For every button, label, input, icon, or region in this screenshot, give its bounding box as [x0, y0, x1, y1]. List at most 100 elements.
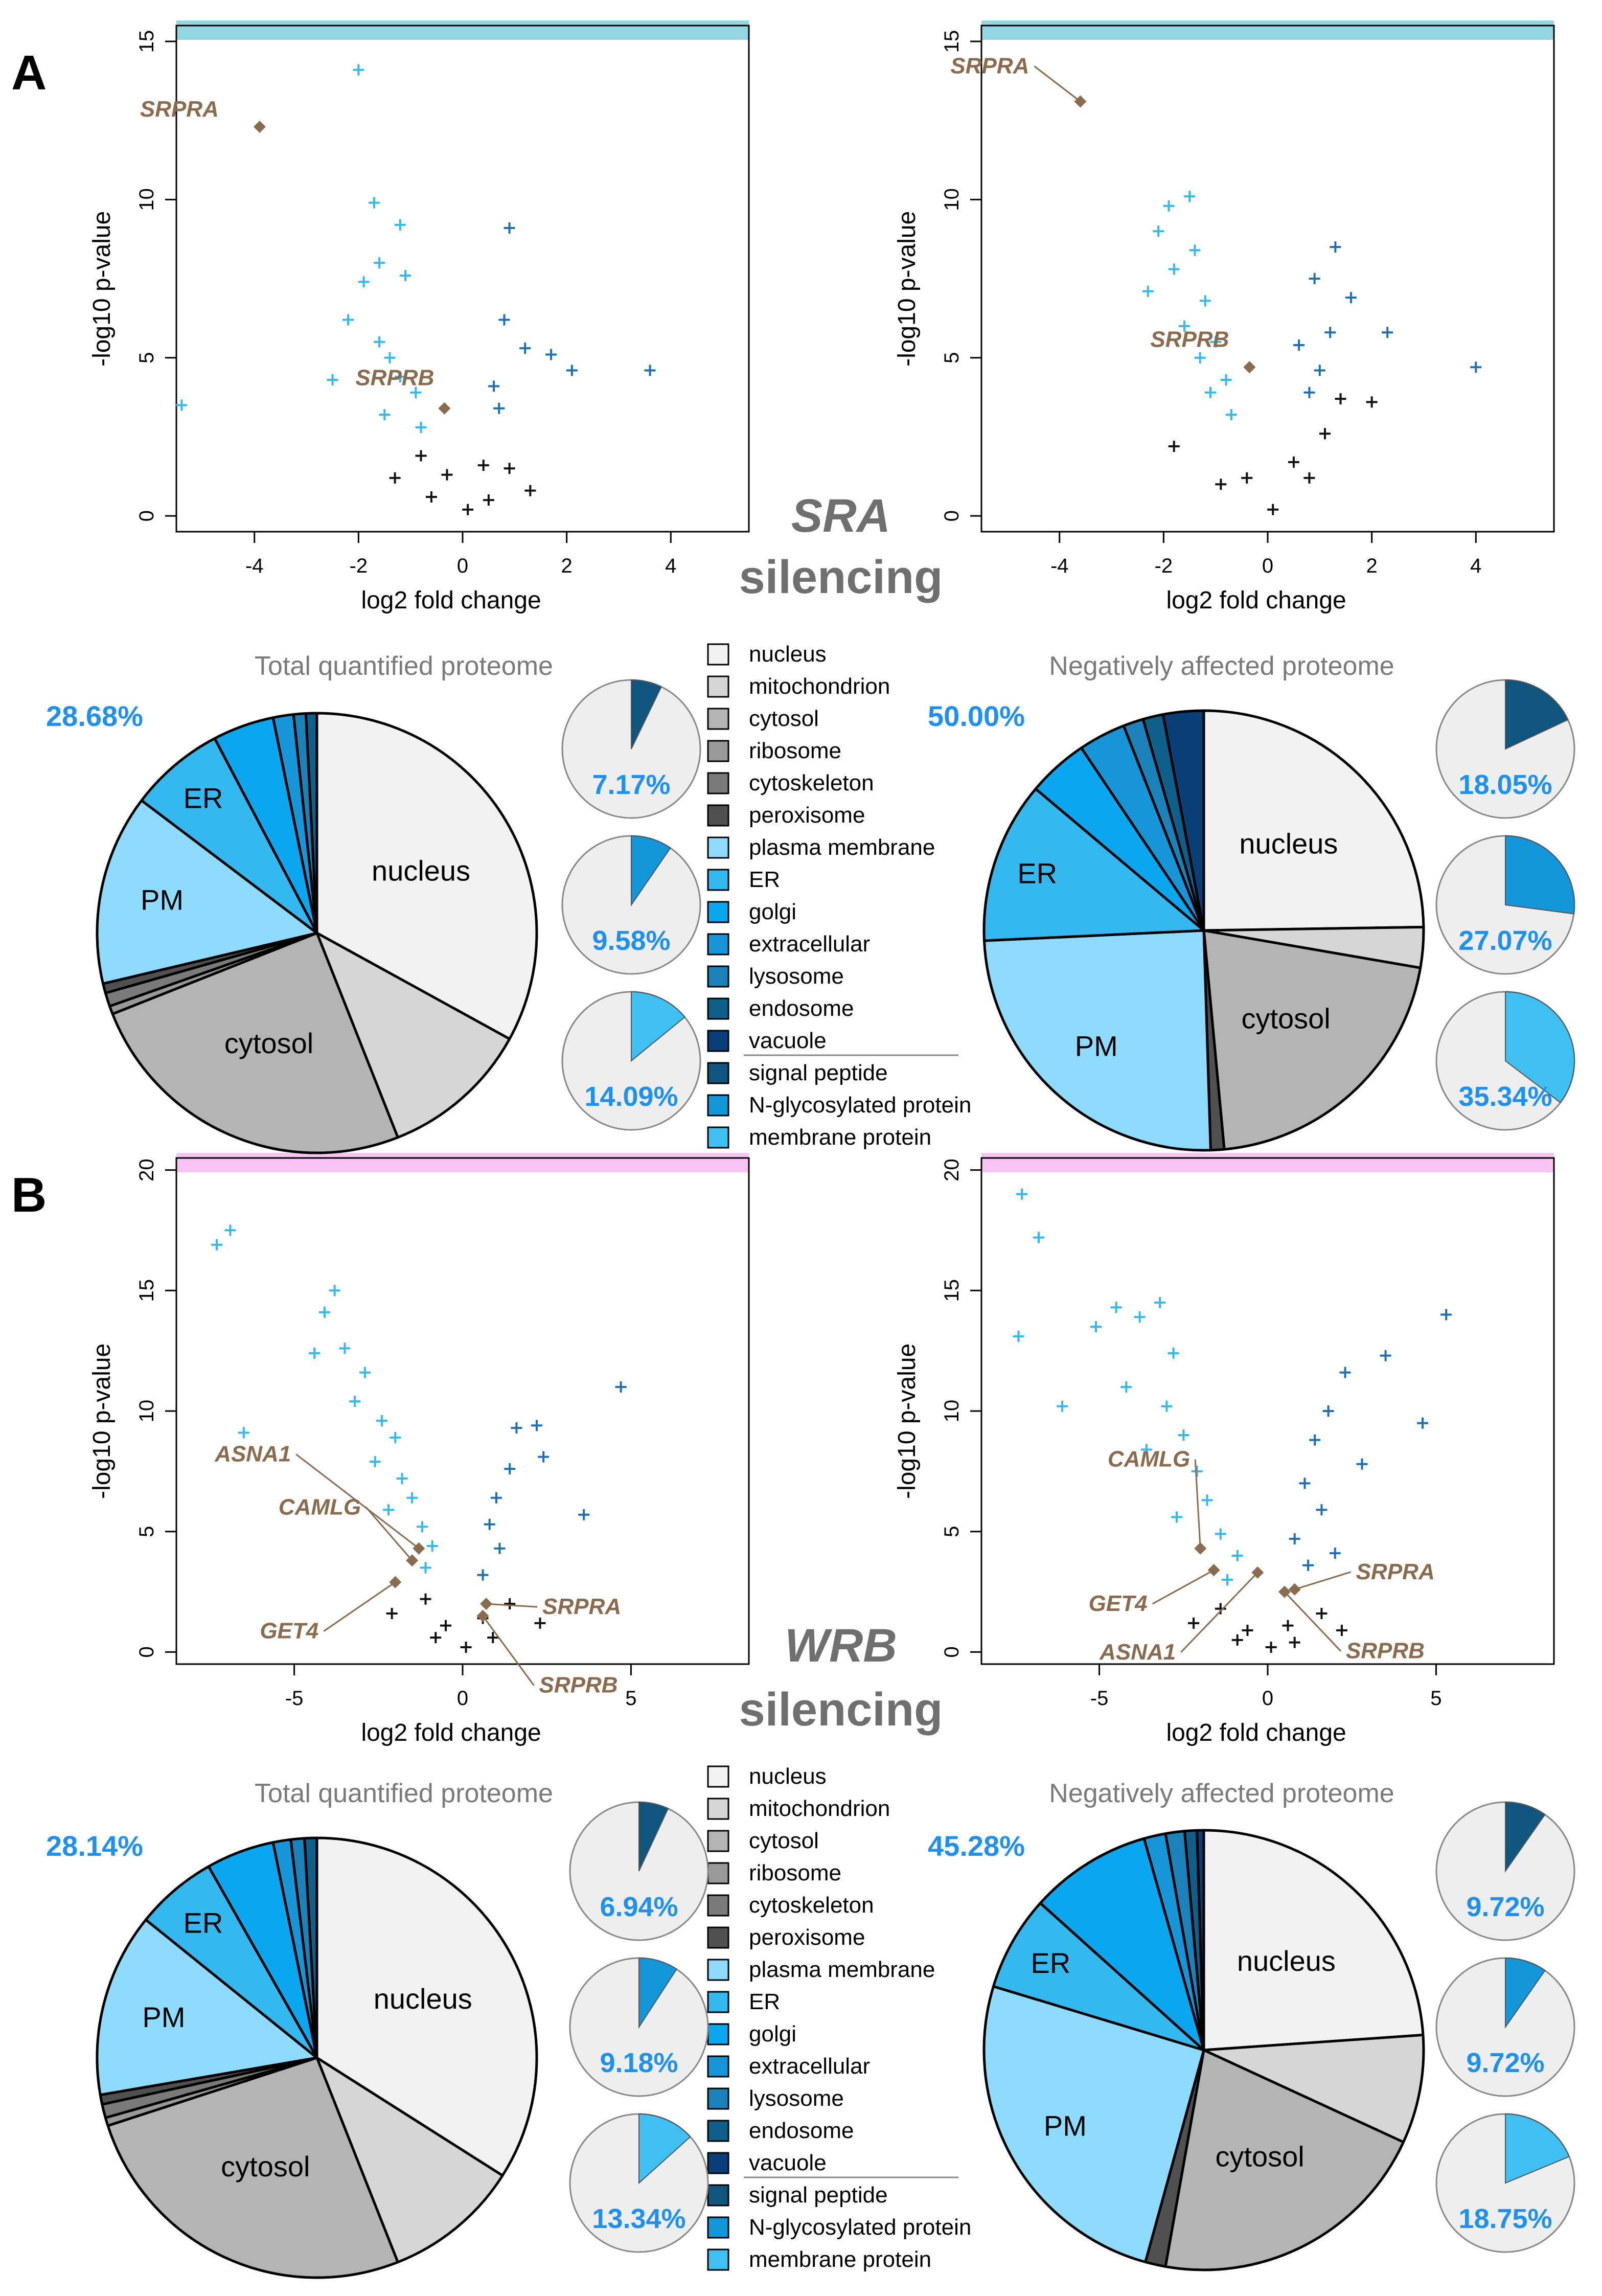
data-point-unchanged	[460, 1642, 472, 1653]
data-point-decreased	[1210, 336, 1222, 348]
highlight-point	[476, 1609, 489, 1622]
data-point-unchanged	[1319, 428, 1331, 440]
data-point-decreased	[339, 1343, 351, 1354]
data-point-unchanged	[487, 1632, 499, 1644]
highlight-point	[438, 402, 451, 415]
highlight-label: SRPRB	[355, 366, 434, 391]
data-point-increased	[1417, 1417, 1429, 1429]
feature-pie-signal-peptide: 7.17%	[561, 679, 701, 819]
pie-percentage-annotation: 45.28%	[928, 1830, 1025, 1862]
data-point-increased	[504, 222, 515, 234]
x-axis-label: log2 fold change	[1166, 1719, 1346, 1746]
data-point-unchanged	[1265, 1642, 1277, 1653]
pie-slice-label: ER	[184, 1907, 223, 1939]
data-point-decreased	[1184, 191, 1196, 202]
legend-label: golgi	[749, 2021, 796, 2047]
pie-slice-endosome	[303, 1836, 318, 2059]
legend-label: lysosome	[749, 2086, 844, 2111]
data-point-decreased	[1231, 1550, 1243, 1561]
data-point-unchanged	[1188, 1617, 1200, 1629]
highlight-leader-line	[482, 1615, 535, 1686]
legend-label: mitochondrion	[749, 1796, 890, 1821]
legend-swatch	[707, 1830, 729, 1852]
y-tick-label: 10	[941, 1400, 963, 1423]
legend-label: endosome	[749, 2118, 854, 2143]
pie-slice-nucleus	[1202, 1829, 1425, 2052]
data-point-increased	[1470, 361, 1482, 373]
data-point-decreased	[406, 1492, 418, 1504]
pie-slice-label: PM	[1075, 1030, 1118, 1062]
data-point-decreased	[1134, 1311, 1146, 1323]
data-point-increased	[1309, 1434, 1321, 1446]
data-point-decreased	[374, 257, 385, 269]
data-point-increased	[1382, 327, 1393, 338]
legend-swatch	[707, 675, 729, 698]
legend-label: ribosome	[749, 1860, 841, 1885]
feature-pie-signal-peptide: 6.94%	[569, 1801, 709, 1941]
pie-title: Negatively affected proteome	[1049, 651, 1394, 681]
data-point-increased	[1330, 241, 1341, 253]
data-point-unchanged	[1288, 456, 1299, 468]
data-point-unchanged	[1335, 393, 1346, 405]
data-point-increased	[1380, 1350, 1391, 1361]
highlight-point	[1251, 1566, 1264, 1579]
data-point-decreased	[238, 1427, 249, 1439]
data-point-increased	[1316, 1504, 1328, 1516]
feature-pie-slice	[638, 1957, 678, 2029]
data-point-increased	[1356, 1458, 1368, 1470]
data-point-decreased	[379, 409, 391, 421]
y-tick-label: 0	[135, 510, 158, 521]
data-point-decreased	[342, 314, 354, 326]
data-point-unchanged	[386, 1608, 398, 1619]
data-point-decreased	[1168, 263, 1180, 275]
pie-slice-plasma-membrane	[982, 929, 1212, 1152]
feature-pie-slice	[1505, 991, 1575, 1104]
data-point-increased	[545, 349, 557, 360]
legend-swatch	[707, 933, 729, 956]
panel-title-gene: WRB	[785, 1620, 897, 1672]
data-point-decreased	[1090, 1321, 1102, 1332]
data-point-decreased	[1057, 1400, 1068, 1412]
legend-swatch	[707, 804, 729, 827]
y-axis-label: -log10 p-value	[894, 1344, 921, 1499]
legend-label: cytoskeleton	[749, 1893, 874, 1918]
highlight-label: CAMLG	[279, 1494, 361, 1519]
x-tick-label: 0	[457, 1687, 468, 1710]
data-point-unchanged	[1366, 396, 1378, 408]
data-point-unchanged	[462, 504, 474, 515]
legend-label: signal peptide	[749, 2183, 888, 2208]
feature-pie-N-glycosylated-protein: 9.72%	[1435, 1957, 1575, 2097]
feature-pie-percent: 9.18%	[600, 2048, 678, 2078]
panel-color-bar	[176, 1153, 749, 1172]
data-point-increased	[1303, 387, 1315, 398]
data-point-increased	[1289, 1533, 1300, 1544]
highlight-label: SRPRA	[542, 1594, 621, 1619]
pie-slice-label: nucleus	[372, 855, 470, 887]
y-axis-label: -log10 p-value	[88, 1344, 116, 1499]
data-point-unchanged	[1215, 1603, 1226, 1615]
legend-swatch	[707, 2248, 729, 2271]
pie-slice-label: ER	[1017, 857, 1057, 890]
highlight-point	[1074, 95, 1087, 108]
data-point-unchanged	[504, 463, 515, 474]
data-point-decreased	[327, 374, 338, 385]
pie-slice-label: cytosol	[1215, 2141, 1304, 2173]
pie-slice-vacuole	[1196, 1829, 1205, 2052]
legend-label: cytoskeleton	[749, 770, 874, 795]
data-point-decreased	[1171, 1511, 1183, 1523]
legend-label: cytosol	[749, 1828, 819, 1853]
data-point-decreased	[1191, 1465, 1203, 1477]
legend-label: vacuole	[749, 1028, 827, 1053]
feature-pie-slice	[638, 1801, 669, 1872]
feature-pie-percent: 27.07%	[1458, 925, 1552, 956]
pie-title: Total quantified proteome	[255, 651, 553, 681]
feature-pie-percent: 18.05%	[1458, 769, 1552, 800]
data-point-unchanged	[534, 1617, 546, 1629]
legend-swatch	[707, 1862, 729, 1884]
x-axis-label: log2 fold change	[361, 1719, 541, 1746]
legend-swatch	[707, 1959, 729, 1981]
pie-slice-cytosol	[1202, 929, 1422, 1151]
feature-pie-signal-peptide: 9.72%	[1435, 1801, 1575, 1941]
legend-label: cytosol	[749, 706, 819, 731]
y-tick-label: 15	[135, 1279, 158, 1302]
